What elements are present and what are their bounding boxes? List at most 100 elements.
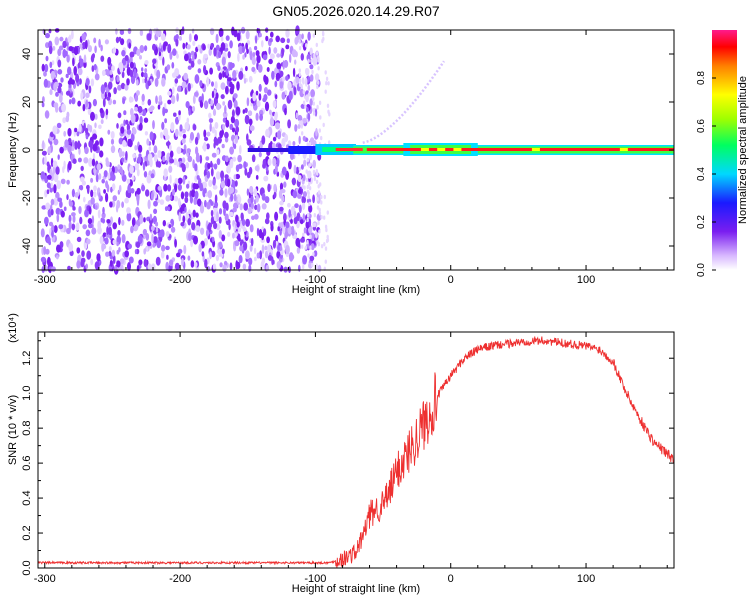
- noise-speckle: [265, 128, 270, 138]
- noise-speckle: [58, 94, 63, 103]
- noise-speckle: [41, 205, 47, 210]
- noise-speckle: [317, 264, 322, 273]
- noise-speckle: [318, 207, 321, 213]
- y-tick-label: 0: [21, 147, 33, 153]
- noise-speckle: [68, 99, 72, 105]
- noise-speckle: [134, 163, 140, 171]
- noise-speckle: [164, 118, 168, 124]
- snr-axes: -300 -200 -100 0 100 0.0 0.2 0.4 0.6 0.8 1.0 1.2: [21, 332, 674, 585]
- noise-speckle: [160, 229, 165, 238]
- noise-speckle: [71, 188, 75, 198]
- noise-speckle: [246, 171, 251, 179]
- noise-speckle: [193, 197, 197, 206]
- noise-speckle: [258, 32, 262, 38]
- noise-speckle: [236, 32, 241, 42]
- noise-speckle: [314, 231, 318, 239]
- noise-speckle: [88, 140, 94, 148]
- noise-speckle: [276, 250, 281, 259]
- noise-speckle: [187, 155, 193, 163]
- noise-speckle: [153, 208, 158, 214]
- noise-speckle: [262, 163, 266, 169]
- noise-speckle: [262, 54, 268, 61]
- colorbar-ticks: 0.0 0.2 0.4 0.6 0.8: [696, 71, 716, 277]
- noise-speckle: [121, 157, 125, 163]
- noise-speckle: [174, 238, 178, 248]
- noise-speckle: [279, 254, 283, 259]
- noise-speckle: [126, 212, 132, 222]
- noise-speckle: [318, 128, 321, 133]
- noise-speckle: [261, 232, 265, 241]
- noise-speckle: [100, 119, 104, 125]
- noise-speckle: [80, 92, 84, 100]
- spectrogram-x-label: Height of straight line (km): [292, 284, 420, 296]
- noise-speckle: [97, 226, 102, 235]
- noise-speckle: [307, 92, 311, 97]
- noise-speckle: [258, 93, 262, 101]
- noise-speckle: [239, 245, 244, 252]
- noise-speckle: [161, 121, 165, 130]
- noise-speckle: [91, 65, 95, 72]
- noise-speckle: [323, 194, 326, 200]
- noise-speckle: [308, 201, 311, 207]
- noise-speckle: [157, 161, 162, 168]
- noise-speckle: [123, 119, 126, 126]
- noise-speckle: [135, 79, 139, 86]
- noise-speckle: [117, 112, 122, 119]
- noise-speckle: [190, 50, 195, 56]
- noise-speckle: [218, 72, 223, 80]
- noise-speckle: [107, 172, 111, 180]
- noise-speckle: [311, 69, 314, 75]
- noise-speckle: [302, 100, 306, 105]
- noise-speckle: [304, 104, 307, 109]
- noise-speckle: [249, 125, 255, 132]
- noise-speckle: [80, 257, 86, 264]
- noise-speckle: [307, 170, 312, 179]
- noise-speckle: [48, 28, 52, 34]
- noise-speckle: [122, 139, 127, 148]
- noise-speckle: [309, 234, 312, 239]
- noise-speckle: [44, 63, 49, 73]
- noise-speckle: [63, 206, 67, 212]
- noise-speckle: [188, 33, 192, 43]
- noise-speckle: [235, 164, 240, 172]
- noise-speckle: [279, 228, 282, 236]
- noise-speckle: [165, 245, 170, 251]
- noise-speckle: [121, 233, 126, 244]
- noise-speckle: [261, 257, 266, 265]
- noise-speckle: [152, 120, 155, 130]
- noise-speckle: [325, 81, 328, 86]
- noise-speckle: [315, 263, 318, 271]
- noise-speckle: [287, 81, 292, 91]
- noise-speckle: [101, 212, 106, 219]
- noise-speckle: [73, 66, 77, 76]
- noise-speckle: [317, 80, 320, 85]
- noise-speckle: [256, 54, 261, 64]
- noise-speckle: [302, 117, 307, 124]
- noise-speckle: [152, 242, 156, 248]
- noise-speckle: [306, 184, 309, 190]
- noise-speckle: [79, 60, 84, 68]
- noise-speckle: [147, 263, 152, 270]
- noise-speckle: [220, 82, 226, 90]
- noise-speckle: [224, 214, 229, 222]
- noise-speckle: [194, 163, 198, 172]
- noise-speckle: [82, 103, 86, 112]
- noise-speckle: [80, 165, 84, 172]
- noise-speckle: [298, 204, 302, 214]
- noise-speckle: [312, 33, 315, 38]
- noise-speckle: [220, 94, 225, 100]
- noise-speckle: [71, 146, 75, 151]
- noise-speckle: [285, 44, 290, 50]
- noise-speckle: [301, 131, 304, 136]
- noise-speckle: [285, 221, 290, 229]
- noise-speckle: [98, 124, 102, 129]
- noise-speckle: [72, 206, 76, 211]
- noise-speckle: [132, 128, 137, 135]
- noise-speckle: [66, 111, 70, 119]
- noise-speckle: [184, 196, 189, 203]
- noise-speckle: [98, 173, 102, 180]
- noise-speckle: [155, 221, 159, 227]
- noise-speckle: [66, 179, 70, 185]
- signal-band-core: [366, 148, 674, 151]
- noise-speckle: [247, 207, 252, 215]
